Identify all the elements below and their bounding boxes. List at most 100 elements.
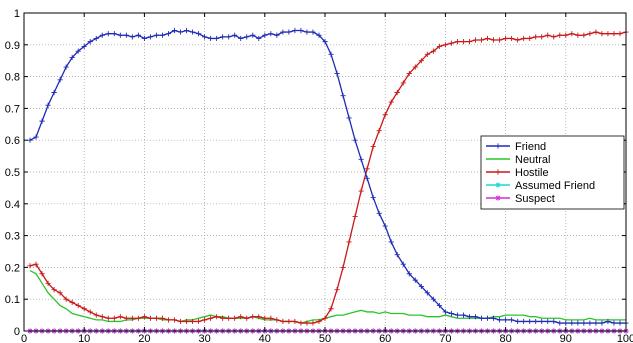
data-point-hostile (177, 318, 184, 325)
axis-ticks: 0 10 20 30 40 50 60 70 80 90 100 0 0.1 0.2 0.3 0.4 0.5 0.… (5, 8, 633, 343)
data-point-hostile (466, 39, 473, 45)
data-point-friend (226, 34, 232, 40)
legend-item-assumed-friend: Assumed Friend (486, 180, 595, 192)
x-tick-label: 80 (499, 333, 511, 343)
x-tick-label: 20 (138, 333, 150, 343)
data-point-friend (340, 93, 346, 99)
data-point-friend (593, 320, 599, 326)
data-point-hostile (490, 37, 497, 43)
data-point-friend (412, 277, 418, 283)
data-point-friend (539, 318, 545, 325)
y-tick-label: 0.6 (5, 135, 20, 147)
x-tick-label: 40 (259, 333, 271, 343)
data-point-hostile (352, 213, 358, 220)
data-point-friend (515, 318, 521, 325)
data-point-hostile (123, 315, 129, 321)
data-point-friend (99, 32, 105, 38)
legend-label-hostile: Hostile (515, 167, 549, 179)
data-point-hostile (533, 34, 539, 40)
data-point-friend (436, 302, 442, 309)
data-point-hostile (153, 315, 160, 321)
y-tick-label: 0.1 (5, 294, 20, 306)
data-point-friend (177, 29, 184, 35)
data-point-hostile (503, 35, 509, 42)
data-point-hostile (521, 35, 527, 42)
data-point-hostile (424, 51, 430, 57)
data-point-hostile (39, 271, 45, 277)
data-point-friend (298, 27, 304, 34)
data-point-friend (286, 29, 292, 35)
data-point-hostile (587, 31, 593, 37)
data-point-hostile (232, 315, 238, 321)
data-point-friend (545, 318, 551, 325)
data-point-friend (503, 317, 509, 323)
legend-item-neutral: Neutral (486, 154, 550, 166)
data-point-friend (183, 27, 190, 34)
data-point-friend (466, 314, 473, 320)
x-tick-label: 90 (560, 333, 572, 343)
data-point-hostile (87, 309, 93, 315)
data-point-hostile (280, 318, 286, 325)
legend-label-neutral: Neutral (515, 154, 550, 166)
data-point-friend (521, 318, 527, 325)
data-point-hostile (364, 166, 370, 172)
data-point-hostile (202, 317, 208, 323)
data-point-hostile (472, 37, 479, 43)
data-point-friend (599, 320, 605, 326)
data-point-hostile (515, 37, 521, 43)
data-point-friend (111, 31, 117, 37)
data-point-friend (304, 29, 310, 35)
data-point-friend (605, 318, 611, 325)
data-point-friend (454, 312, 461, 318)
legend-marker-hostile (495, 169, 501, 175)
data-point-hostile (430, 48, 436, 54)
data-point-friend (45, 102, 51, 108)
data-point-friend (364, 175, 370, 181)
data-point-friend (587, 320, 593, 326)
data-point-friend (274, 32, 280, 38)
legend-item-friend: Friend (486, 141, 546, 153)
data-point-hostile (527, 35, 533, 42)
y-tick-label: 1 (14, 8, 20, 20)
data-point-friend (328, 51, 334, 57)
data-point-hostile (370, 143, 376, 150)
y-tick-label: 0.8 (5, 72, 20, 84)
data-point-friend (208, 35, 214, 42)
data-point-hostile (454, 39, 461, 45)
y-tick-label: 0.9 (5, 40, 20, 52)
data-point-friend (105, 31, 111, 37)
data-point-hostile (575, 32, 581, 38)
data-point-hostile (593, 29, 599, 35)
data-point-friend (424, 290, 430, 296)
data-point-friend (81, 43, 87, 49)
data-point-hostile (328, 306, 334, 312)
data-point-hostile (63, 296, 69, 302)
y-tick-label: 0.2 (5, 262, 20, 274)
data-point-friend (569, 320, 575, 326)
data-point-friend (292, 27, 298, 34)
data-point-friend (400, 261, 406, 267)
data-point-friend (490, 315, 497, 321)
data-point-friend (527, 318, 533, 325)
data-point-hostile (256, 314, 262, 320)
data-point-friend (129, 34, 135, 40)
data-point-hostile (69, 299, 75, 305)
data-point-hostile (75, 302, 81, 309)
data-point-friend (63, 64, 69, 70)
data-point-hostile (99, 314, 105, 320)
data-point-hostile (111, 315, 117, 321)
data-point-hostile (268, 315, 274, 321)
data-point-friend (141, 35, 147, 42)
legend-label-suspect: Suspect (515, 193, 555, 205)
data-point-hostile (310, 320, 316, 326)
data-point-hostile (436, 43, 442, 49)
data-point-friend (611, 320, 617, 326)
data-point-friend (563, 320, 569, 326)
data-point-hostile (322, 315, 328, 321)
y-tick-label: 0.7 (5, 103, 20, 115)
data-point-hostile (286, 318, 292, 325)
data-point-friend (39, 118, 45, 124)
legend-marker-suspect (495, 195, 501, 201)
data-point-hostile (129, 315, 135, 321)
